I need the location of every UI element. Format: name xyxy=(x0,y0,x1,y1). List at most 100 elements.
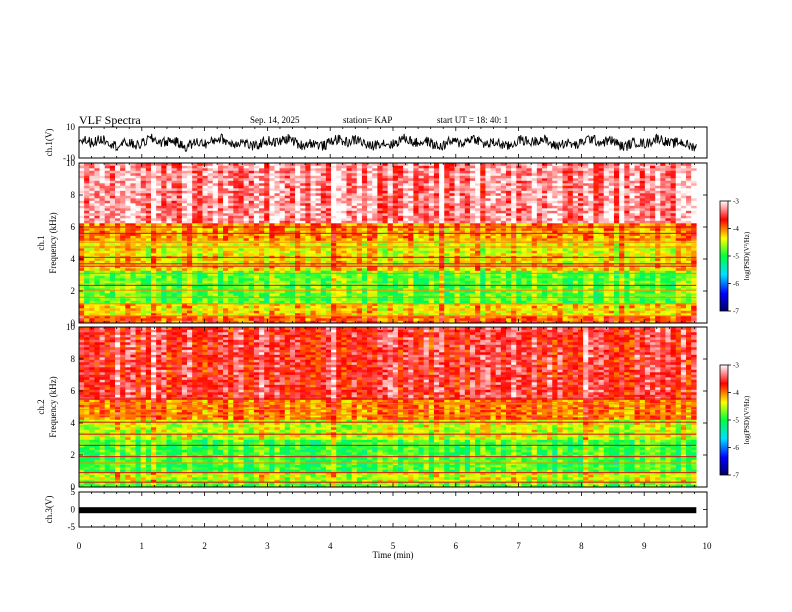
spectrogram-cell xyxy=(161,265,167,269)
spectrogram-cell xyxy=(300,198,306,201)
spectrogram-cell xyxy=(464,293,471,296)
spectrogram-cell xyxy=(120,310,126,314)
spectrogram-cell xyxy=(331,168,337,171)
spectrogram-cell xyxy=(192,268,198,271)
spectrogram-cell xyxy=(233,320,239,324)
spectrogram-cell xyxy=(408,185,414,189)
spectrogram-cell xyxy=(181,198,188,201)
spectrogram-cell xyxy=(259,253,265,256)
spectrogram-cell xyxy=(284,173,291,176)
spectrogram-cell xyxy=(300,253,306,256)
spectrogram-cell xyxy=(300,163,306,166)
spectrogram-cell xyxy=(449,170,455,174)
spectrogram-cell xyxy=(243,298,250,301)
spectrogram-cell xyxy=(248,270,255,274)
spectrogram-cell xyxy=(264,310,270,314)
spectrogram-cell xyxy=(269,170,275,174)
spectrogram-cell xyxy=(300,215,306,219)
spectrogram-cell xyxy=(264,195,270,199)
spectrogram-cell xyxy=(382,288,388,291)
spectrogram-cell xyxy=(428,178,435,181)
spectrogram-cell xyxy=(284,250,291,254)
spectrogram-cell xyxy=(202,210,208,214)
spectrogram-cell xyxy=(439,293,445,296)
spectrogram-cell xyxy=(151,163,157,166)
spectrogram-cell xyxy=(233,265,239,269)
spectrogram-cell xyxy=(259,260,265,264)
spectrogram-cell xyxy=(284,270,291,274)
spectrogram-cell xyxy=(331,270,337,274)
spectrogram-cell xyxy=(475,283,481,286)
spectrogram-cell xyxy=(264,180,270,184)
spectrogram-cell xyxy=(135,175,142,179)
spectrogram-cell xyxy=(428,268,435,271)
spectrogram-cell xyxy=(475,248,481,251)
spectrogram-cell xyxy=(238,280,244,284)
spectrogram-cell xyxy=(207,248,214,251)
spectrogram-cell xyxy=(187,248,193,251)
spectrogram-cell xyxy=(418,320,424,324)
spectrogram-cell xyxy=(464,268,471,271)
spectrogram-cell xyxy=(469,205,476,209)
spectrogram-cell xyxy=(79,213,85,216)
spectrogram-cell xyxy=(89,260,95,264)
spectrogram-cell xyxy=(223,275,229,279)
spectrogram-cell xyxy=(274,235,280,239)
spectrogram-cell xyxy=(331,258,337,261)
spectrogram-cell xyxy=(361,275,368,279)
spectrogram-cell xyxy=(320,265,327,269)
spectrogram-cell xyxy=(341,165,347,169)
spectrogram-cell xyxy=(475,238,481,241)
spectrogram-cell xyxy=(264,183,270,186)
spectrogram-cell xyxy=(377,183,383,186)
spectrogram-cell xyxy=(161,198,167,201)
spectrogram-cell xyxy=(356,305,363,309)
spectrogram-cell xyxy=(84,203,90,206)
spectrogram-cell xyxy=(104,228,111,231)
spectrogram-cell xyxy=(145,193,152,196)
spectrogram-cell xyxy=(387,290,394,294)
spectrogram-cell xyxy=(109,318,116,321)
spectrogram-cell xyxy=(433,248,440,251)
spectrogram-cell xyxy=(212,280,219,284)
spectrogram-cell xyxy=(387,183,394,186)
spectrogram-cell xyxy=(351,315,358,319)
spectrogram-cell xyxy=(351,230,358,234)
spectrogram-cell xyxy=(94,193,100,196)
spectrogram-cell xyxy=(248,203,255,206)
spectrogram-cell xyxy=(331,253,337,256)
spectrogram-cell xyxy=(140,210,147,214)
spectrogram-cell xyxy=(135,308,142,311)
spectrogram-cell xyxy=(202,230,208,234)
spectrogram-cell xyxy=(99,285,106,289)
spectrogram-cell xyxy=(207,258,214,261)
spectrogram-cell xyxy=(387,203,394,206)
spectrogram-cell xyxy=(243,185,250,189)
spectrogram-cell xyxy=(202,253,208,256)
spectrogram-cell xyxy=(459,315,466,319)
spectrogram-cell xyxy=(408,203,414,206)
spectrogram-cell xyxy=(130,185,136,189)
spectrogram-cell xyxy=(125,268,131,271)
spectrogram-cell xyxy=(104,163,111,166)
spectrogram-cell xyxy=(197,190,203,194)
spectrogram-cell xyxy=(408,230,414,234)
spectrogram-cell xyxy=(423,165,430,169)
spectrogram-cell xyxy=(397,220,404,224)
spectrogram-cell xyxy=(300,175,306,179)
spectrogram-cell xyxy=(217,270,224,274)
spectrogram-cell xyxy=(217,205,224,209)
spectrogram-cell xyxy=(269,273,275,276)
spectrogram-cell xyxy=(125,260,131,264)
spectrogram-cell xyxy=(372,168,378,171)
spectrogram-cell xyxy=(464,258,471,261)
spectrogram-cell xyxy=(94,208,100,211)
spectrogram-cell xyxy=(192,310,198,314)
spectrogram-cell xyxy=(315,298,322,301)
spectrogram-cell xyxy=(212,238,219,241)
spectrogram-cell xyxy=(140,253,147,256)
spectrogram-cell xyxy=(315,270,322,274)
spectrogram-cell xyxy=(475,293,481,296)
spectrogram-cell xyxy=(217,198,224,201)
spectrogram-cell xyxy=(233,260,239,264)
